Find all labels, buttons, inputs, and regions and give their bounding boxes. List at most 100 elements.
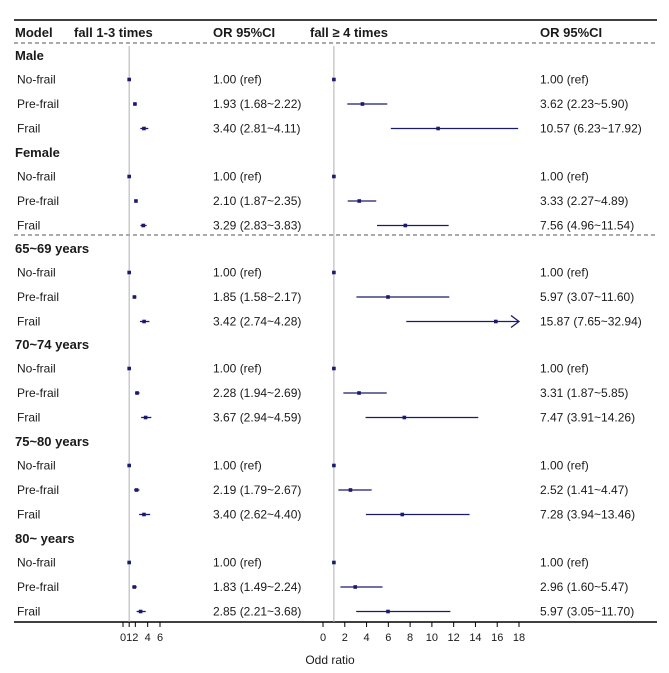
- or-point-panel2: [360, 102, 365, 106]
- or-point-panel1: [138, 609, 143, 614]
- row-label: Frail: [17, 219, 40, 233]
- or-point-panel2: [332, 463, 336, 468]
- or-point-panel2: [403, 223, 408, 228]
- or-point-panel1: [134, 199, 138, 203]
- row-label: Frail: [17, 411, 40, 425]
- row-label: No-frail: [17, 362, 56, 376]
- header-or2: OR 95%CI: [540, 25, 602, 40]
- x-tick-label-panel2: 4: [363, 632, 369, 644]
- x-tick-label-panel1: 6: [157, 632, 163, 644]
- x-tick-label-panel2: 16: [491, 632, 503, 644]
- x-tick-label-panel2: 18: [513, 632, 525, 644]
- or-text-panel1: 3.42 (2.74~4.28): [213, 315, 301, 329]
- x-tick-label-panel1: 2: [132, 632, 138, 644]
- or-text-panel1: 1.00 (ref): [213, 459, 262, 473]
- group-label: 75~80 years: [15, 434, 89, 449]
- or-point-panel1: [127, 77, 131, 82]
- or-text-panel1: 1.00 (ref): [213, 556, 262, 570]
- or-text-panel2: 5.97 (3.07~11.60): [540, 290, 634, 304]
- or-text-panel1: 3.40 (2.81~4.11): [213, 122, 301, 136]
- or-point-panel1: [127, 560, 131, 565]
- or-point-panel2: [332, 560, 336, 565]
- or-text-panel2: 1.00 (ref): [540, 362, 589, 376]
- row-label: No-frail: [17, 73, 56, 87]
- or-text-panel1: 1.83 (1.49~2.24): [213, 580, 301, 594]
- or-text-panel1: 1.00 (ref): [213, 170, 262, 184]
- or-text-panel2: 1.00 (ref): [540, 170, 589, 184]
- header-panel1: fall 1-3 times: [74, 25, 153, 40]
- header-model: Model: [15, 25, 53, 40]
- or-text-panel2: 15.87 (7.65~32.94): [540, 315, 642, 329]
- rows-layer: Male No-frail 1.00 (ref) 1.00 (ref) Pre-frai…: [15, 48, 642, 619]
- or-point-panel1: [133, 102, 137, 106]
- or-point-panel2: [332, 270, 336, 275]
- or-text-panel1: 2.85 (2.21~3.68): [213, 605, 301, 619]
- or-text-panel1: 2.10 (1.87~2.35): [213, 194, 301, 208]
- row-label: Frail: [17, 605, 40, 619]
- or-text-panel1: 2.28 (1.94~2.69): [213, 386, 301, 400]
- or-point-panel1: [127, 463, 131, 468]
- row-label: Pre-frail: [17, 290, 59, 304]
- or-point-panel1: [143, 415, 148, 420]
- x-tick-label-panel2: 10: [426, 632, 438, 644]
- group-label: 70~74 years: [15, 337, 89, 352]
- or-text-panel1: 1.93 (1.68~2.22): [213, 97, 301, 111]
- group-label: 80~ years: [15, 531, 75, 546]
- row-label: Frail: [17, 315, 40, 329]
- or-point-panel2: [494, 319, 498, 324]
- x-tick-label-panel2: 0: [320, 632, 326, 644]
- ci-arrow-panel2: [510, 314, 521, 329]
- or-text-panel1: 1.00 (ref): [213, 73, 262, 87]
- row-label: Pre-frail: [17, 483, 59, 497]
- or-text-panel2: 7.47 (3.91~14.26): [540, 411, 635, 425]
- or-point-panel2: [386, 609, 390, 614]
- or-point-panel2: [357, 199, 362, 203]
- group-label: Female: [15, 145, 60, 160]
- or-text-panel2: 3.31 (1.87~5.85): [540, 386, 628, 400]
- x-tick-label-panel1: 0: [120, 632, 126, 644]
- row-label: Frail: [17, 508, 40, 522]
- or-point-panel2: [400, 512, 405, 517]
- header-panel2: fall ≥ 4 times: [310, 25, 388, 40]
- x-axis-label: Odd ratio: [305, 653, 355, 667]
- row-label: No-frail: [17, 459, 56, 473]
- x-tick-label-panel2: 8: [407, 632, 413, 644]
- row-label: No-frail: [17, 170, 56, 184]
- x-tick-label-panel2: 6: [385, 632, 391, 644]
- or-point-panel2: [436, 126, 440, 131]
- header-or1: OR 95%CI: [213, 25, 275, 40]
- or-text-panel2: 3.33 (2.27~4.89): [540, 194, 628, 208]
- or-point-panel2: [353, 585, 358, 589]
- x-tick-label-panel1: 1: [126, 632, 132, 644]
- x-tick-label-panel2: 12: [448, 632, 460, 644]
- or-point-panel1: [127, 174, 131, 179]
- or-point-panel1: [142, 126, 146, 131]
- or-point-panel1: [135, 391, 139, 395]
- or-point-panel2: [332, 174, 336, 179]
- or-text-panel2: 7.56 (4.96~11.54): [540, 219, 634, 233]
- or-point-panel1: [134, 488, 139, 492]
- x-tick-label-panel2: 2: [342, 632, 348, 644]
- or-text-panel1: 3.40 (2.62~4.40): [213, 508, 301, 522]
- or-text-panel2: 1.00 (ref): [540, 266, 589, 280]
- or-text-panel2: 1.00 (ref): [540, 556, 589, 570]
- axis-layer: 0 1 2 4 6 0 2 4 6 8 10 12 14 16 18: [120, 622, 525, 644]
- or-point-panel2: [348, 488, 353, 492]
- or-point-panel1: [141, 223, 146, 228]
- or-text-panel2: 5.97 (3.05~11.70): [540, 605, 634, 619]
- or-text-panel2: 1.00 (ref): [540, 459, 589, 473]
- or-point-panel1: [127, 366, 131, 371]
- or-text-panel2: 2.52 (1.41~4.47): [540, 483, 628, 497]
- or-text-panel2: 1.00 (ref): [540, 73, 589, 87]
- or-point-panel2: [357, 391, 361, 395]
- row-label: Pre-frail: [17, 194, 59, 208]
- or-point-panel1: [132, 295, 137, 299]
- or-text-panel1: 1.00 (ref): [213, 266, 262, 280]
- or-text-panel1: 3.67 (2.94~4.59): [213, 411, 301, 425]
- reference-lines: [128, 46, 335, 622]
- x-tick-label-panel1: 4: [145, 632, 151, 644]
- or-point-panel1: [142, 319, 146, 324]
- or-point-panel2: [386, 295, 390, 299]
- or-point-panel1: [127, 270, 131, 275]
